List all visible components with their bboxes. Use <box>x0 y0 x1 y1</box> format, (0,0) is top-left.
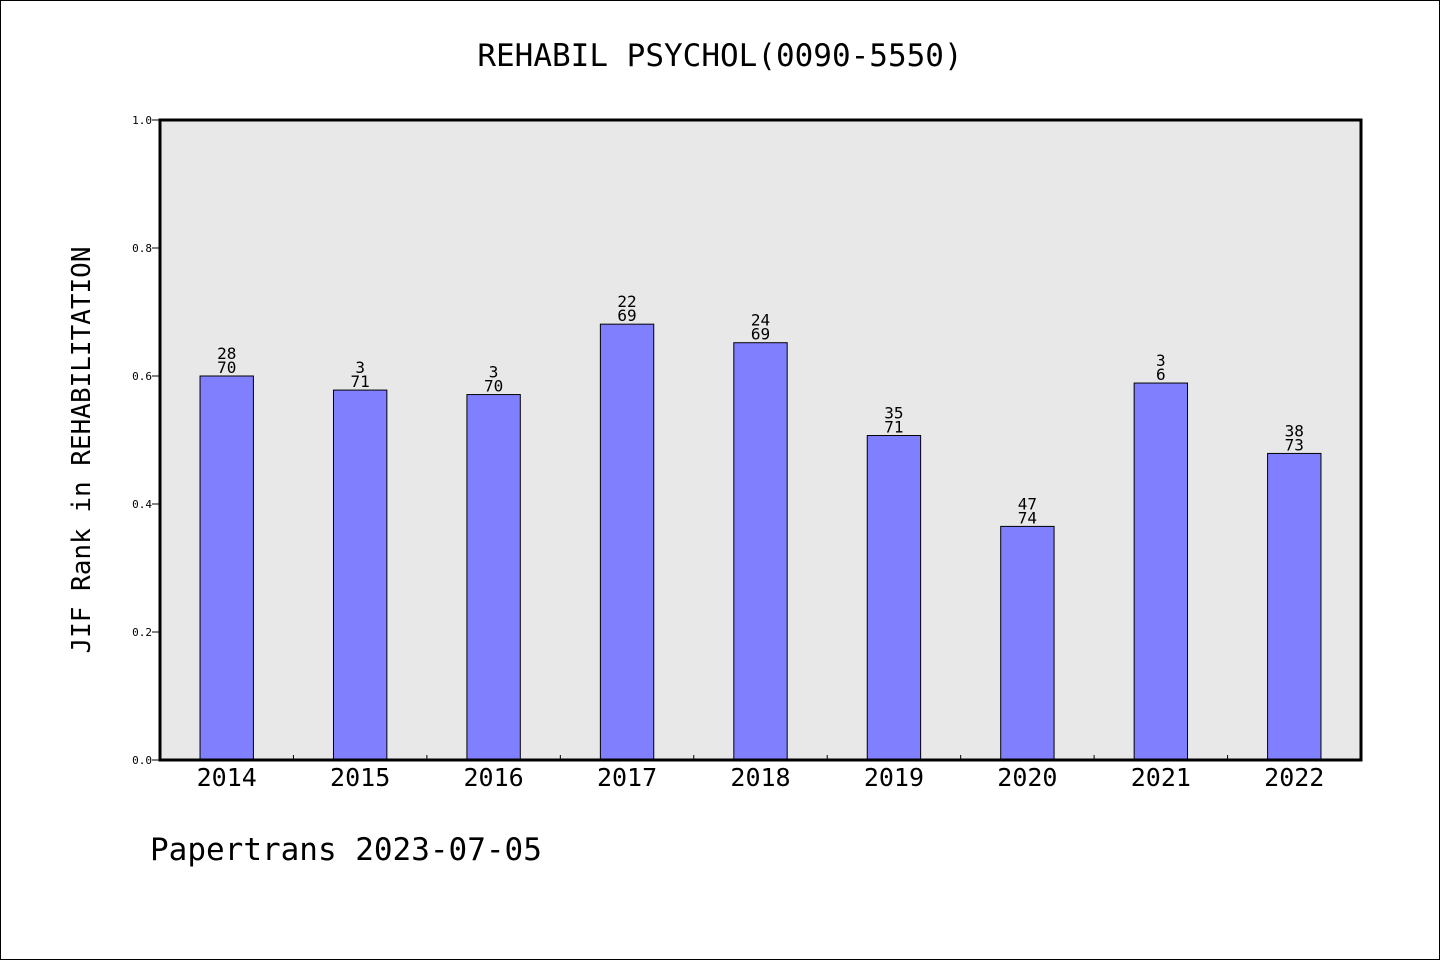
bar-2022 <box>1267 452 1322 761</box>
bar-label-rank: 28 <box>217 344 236 363</box>
x-tick-label: 2017 <box>597 763 657 792</box>
chart-title: REHABIL PSYCHOL(0090-5550) <box>477 38 962 74</box>
bar-2018 <box>733 342 788 761</box>
y-tick-label: 0.8 <box>132 242 152 255</box>
bar-2015 <box>332 389 388 761</box>
bar-label-rank: 3 <box>489 363 499 382</box>
y-tick-label: 0.6 <box>132 370 152 383</box>
x-tick-label: 2022 <box>1264 763 1324 792</box>
x-tick-label: 2021 <box>1131 763 1191 792</box>
bar-2016 <box>466 394 521 761</box>
bar-label-rank: 47 <box>1018 494 1037 513</box>
y-tick-label: 0.4 <box>132 498 152 511</box>
footer-credit: Papertrans 2023-07-05 <box>150 832 542 868</box>
x-tick-label: 2014 <box>197 763 257 792</box>
bar-label-total: 70 <box>484 377 503 396</box>
y-tick-label: 1.0 <box>132 114 152 127</box>
y-tick-label: 0.2 <box>132 626 152 639</box>
x-tick-label: 2018 <box>730 763 790 792</box>
bar-label-rank: 3 <box>1156 351 1166 370</box>
bar-2017 <box>599 323 655 761</box>
x-tick-label: 2016 <box>464 763 524 792</box>
bar-label-total: 71 <box>884 418 903 437</box>
x-tick-label: 2020 <box>997 763 1057 792</box>
footer-source: Papertrans <box>150 832 337 868</box>
bar-2021 <box>1133 382 1189 761</box>
x-tick-label: 2019 <box>864 763 924 792</box>
bar-label-total: 6 <box>1156 365 1166 384</box>
bar-label-rank: 38 <box>1285 421 1304 440</box>
y-tick-label: 0.0 <box>132 754 152 767</box>
bar-label-total: 73 <box>1285 435 1304 454</box>
bar-label-total: 74 <box>1018 508 1037 527</box>
bar-2014 <box>199 375 254 761</box>
footer-date: 2023-07-05 <box>355 832 542 868</box>
bar-label-total: 69 <box>751 325 770 344</box>
bar-label-total: 69 <box>617 306 636 325</box>
bar-label-rank: 35 <box>884 404 903 423</box>
bar-2019 <box>866 435 922 761</box>
y-axis-label: JIF Rank in REHABILITATION <box>67 247 97 654</box>
bar-label-total: 71 <box>351 372 370 391</box>
bar-label-rank: 22 <box>617 292 636 311</box>
plot-frame <box>158 118 1363 762</box>
bar-label-rank: 24 <box>751 311 770 330</box>
x-tick-label: 2015 <box>330 763 390 792</box>
bar-label-total: 70 <box>217 358 236 377</box>
bar-label-rank: 3 <box>355 358 365 377</box>
bar-2020 <box>1000 525 1055 761</box>
